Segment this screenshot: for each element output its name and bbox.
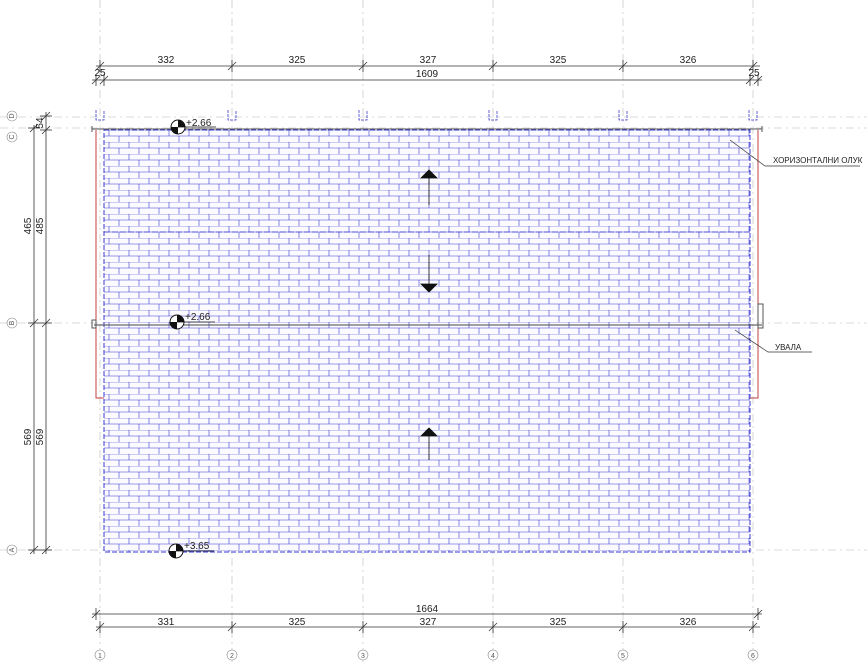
bottom-dimension-segments (95, 621, 760, 633)
left-dim-inner-1: 54 (35, 117, 46, 129)
bottom-dimension-total (91, 608, 763, 620)
top-dim-4: 325 (550, 55, 567, 66)
left-dim-inner-2: 485 (35, 217, 46, 234)
level-label-1: +2.66 (186, 118, 212, 129)
axis-label-6: 6 (751, 653, 755, 660)
axis-label-3: 3 (361, 653, 365, 660)
left-dim-outer-1: 465 (23, 217, 34, 234)
bottom-dim-3: 327 (420, 617, 437, 628)
axis-label-2: 2 (230, 653, 234, 660)
axis-label-1: 1 (98, 653, 102, 660)
left-dim-inner-3: 569 (35, 428, 46, 445)
left-dimension-inner (40, 111, 52, 555)
level-marker-1 (170, 119, 216, 135)
gutter-brackets (95, 110, 758, 121)
top-dim-left-offset: 25 (94, 68, 106, 79)
bottom-dim-2: 325 (289, 617, 306, 628)
axis-label-5: 5 (621, 653, 625, 660)
level-label-2: +2.66 (185, 312, 211, 323)
axis-bubbles-vertical (94, 649, 759, 661)
annotation-leaders (729, 139, 860, 353)
bottom-dim-total: 1664 (416, 604, 439, 615)
axis-label-B: B (9, 320, 16, 325)
axis-bubbles-horizontal (6, 110, 18, 556)
bottom-dim-1: 331 (158, 617, 175, 628)
roof-tile-area (103, 129, 751, 553)
bottom-dim-5: 326 (680, 617, 697, 628)
top-dim-1: 332 (158, 55, 175, 66)
level-marker-2 (169, 314, 215, 330)
left-dimension-outer (28, 123, 40, 555)
top-dim-2: 325 (289, 55, 306, 66)
top-dim-3: 327 (420, 55, 437, 66)
axis-label-D: D (9, 113, 16, 118)
top-dimension-row1 (95, 60, 760, 72)
slope-arrows (420, 169, 438, 460)
level-marker-3 (168, 543, 214, 559)
left-dim-outer-2: 569 (23, 428, 34, 445)
top-dimension-row2 (91, 74, 763, 86)
valley-annotation: УВАЛА (775, 343, 802, 352)
top-dim-total: 1609 (416, 69, 439, 80)
axis-label-C: C (9, 134, 16, 139)
axis-label-A: A (9, 547, 16, 552)
level-label-3: +3.65 (184, 541, 210, 552)
red-side-edges (91, 130, 764, 399)
bottom-dim-4: 325 (550, 617, 567, 628)
axis-label-4: 4 (491, 653, 495, 660)
top-dim-right-offset: 25 (748, 68, 760, 79)
top-dim-5: 326 (680, 55, 697, 66)
gutter-annotation: ХОРИЗОНТАЛНИ ОЛУК (773, 156, 863, 165)
